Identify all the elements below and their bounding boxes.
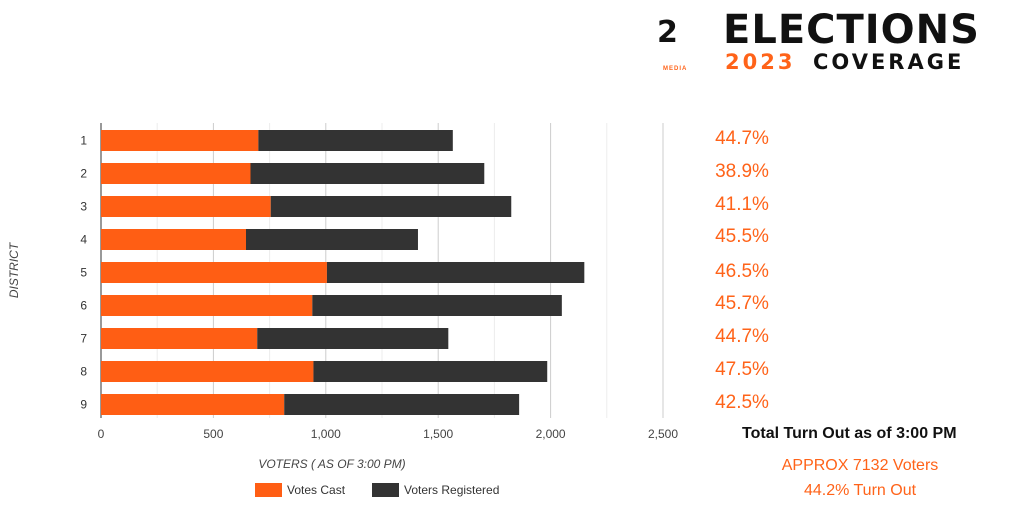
logo-coverage: COVERAGE [813, 50, 965, 74]
bar-votes-cast [101, 130, 259, 151]
bar-voters-registered [313, 361, 548, 382]
bar-votes-cast [101, 196, 271, 217]
logo-number: 2 [657, 15, 678, 50]
turnout-percent: 44.7% [715, 326, 769, 347]
district-label: 1 [80, 134, 87, 148]
x-axis-title: VOTERS ( AS OF 3:00 PM) [258, 457, 405, 471]
turnout-percent: 42.5% [715, 392, 769, 413]
bar-voters-registered [312, 295, 562, 316]
legend-swatch [372, 483, 399, 497]
logo-title: ELECTIONS [723, 8, 980, 52]
bar-voters-registered [250, 163, 485, 184]
x-tick-label: 1,000 [311, 427, 341, 441]
turnout-percent: 38.9% [715, 161, 769, 182]
legend-label: Voters Registered [404, 483, 499, 497]
bar-votes-cast [101, 262, 327, 283]
turnout-percent: 45.7% [715, 293, 769, 314]
bar-voters-registered [284, 394, 520, 415]
total-turnout-text: 44.2% Turn Out [803, 482, 917, 499]
total-voters-text: APPROX 7132 Voters [781, 457, 939, 474]
turnout-percent: 47.5% [715, 359, 769, 380]
x-tick-label: 1,500 [423, 427, 453, 441]
bar-votes-cast [101, 163, 251, 184]
logo-year: 2023 [725, 50, 796, 74]
bar-votes-cast [101, 295, 313, 316]
total-turnout-title: Total Turn Out as of 3:00 PM [742, 425, 957, 442]
bar-voters-registered [270, 196, 512, 217]
legend-swatch [255, 483, 282, 497]
bar-voters-registered [257, 328, 449, 349]
district-label: 2 [80, 167, 87, 181]
logo-media-text: MEDIA [663, 66, 688, 72]
bar-voters-registered [326, 262, 585, 283]
legend-label: Votes Cast [287, 483, 346, 497]
turnout-percent: 41.1% [715, 194, 769, 215]
x-tick-label: 2,500 [648, 427, 678, 441]
district-label: 8 [80, 365, 87, 379]
x-tick-label: 0 [98, 427, 105, 441]
logo-title-text: ELECTIONS [723, 7, 980, 53]
district-label: 7 [80, 332, 87, 346]
x-tick-label: 2,000 [536, 427, 566, 441]
bar-votes-cast [101, 394, 285, 415]
district-label: 9 [80, 398, 87, 412]
turnout-percent: 46.5% [715, 261, 769, 282]
bar-votes-cast [101, 328, 258, 349]
bar-voters-registered [245, 229, 418, 250]
district-label: 3 [80, 200, 87, 214]
bar-voters-registered [258, 130, 453, 151]
bar-votes-cast [101, 229, 246, 250]
district-label: 4 [80, 233, 87, 247]
bar-votes-cast [101, 361, 314, 382]
y-axis-title: DISTRICT [7, 241, 21, 298]
district-label: 5 [80, 266, 87, 280]
elections-2023-logo: 2 MEDIA ELECTIONS 2023 COVERAGE [655, 8, 1005, 78]
turnout-percent: 45.5% [715, 226, 769, 247]
turnout-percent: 44.7% [715, 128, 769, 149]
district-label: 6 [80, 299, 87, 313]
x-tick-label: 500 [203, 427, 223, 441]
